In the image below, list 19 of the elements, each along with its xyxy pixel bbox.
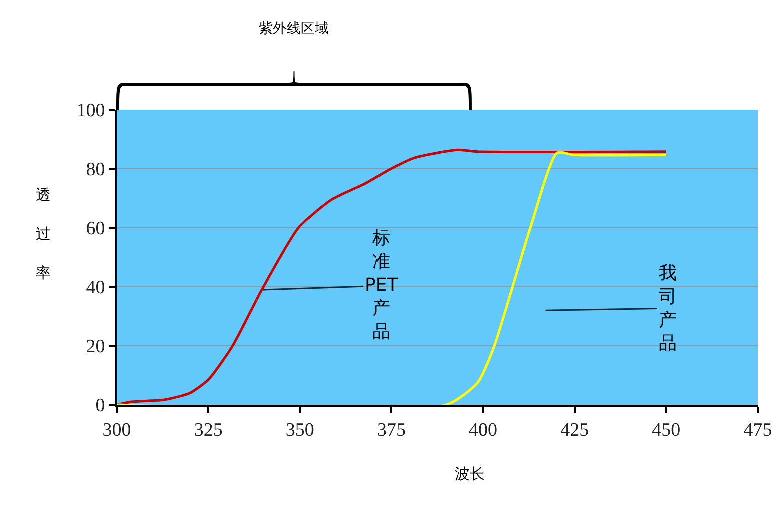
x-tick-label: 425	[560, 420, 590, 441]
text: 紫外线区域	[259, 21, 329, 37]
y-tick-label: 20	[86, 336, 106, 358]
y-tick-label: 80	[86, 160, 106, 181]
x-tick-label: 400	[469, 420, 498, 441]
x-tick-label: 350	[286, 420, 314, 441]
y-tick-label: 60	[86, 218, 106, 240]
x-tick-label: 325	[194, 420, 223, 441]
y-tick-label: 100	[76, 100, 106, 122]
y-tick-label: 0	[96, 396, 106, 417]
x-tick-label: 450	[652, 420, 681, 441]
annotation: 标准PET产品	[365, 228, 400, 343]
x-tick-label: 475	[744, 420, 772, 441]
text: 透过率	[36, 186, 51, 282]
annotation: 我司产品	[659, 263, 677, 354]
y-tick-label: 40	[86, 278, 106, 299]
x-tick-label: 375	[377, 420, 406, 441]
x-tick-label: 300	[102, 420, 132, 441]
x-axis-title: 波长	[455, 465, 485, 483]
